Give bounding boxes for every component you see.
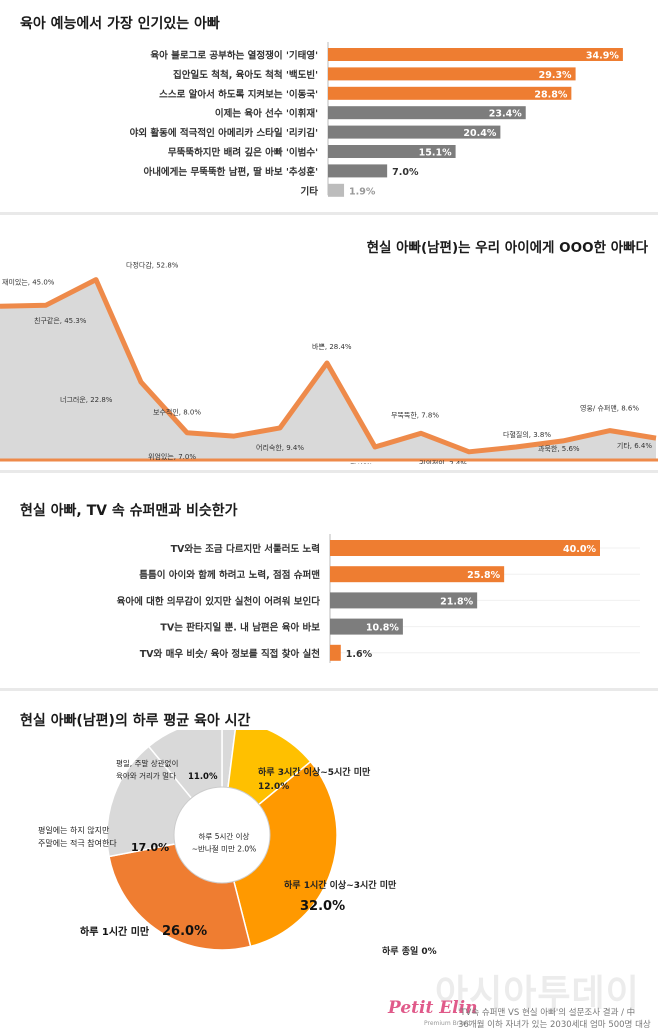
data-label: 권위적인, 2.4% <box>419 459 467 464</box>
bar-value-label: 15.1% <box>419 148 452 159</box>
bar <box>328 164 388 178</box>
bar-category-label: 아내에게는 무뚝뚝한 남편, 딸 바보 '추성훈' <box>143 166 318 178</box>
bar-category-label: 기타 <box>301 185 319 197</box>
bar <box>328 48 623 61</box>
bar <box>328 145 456 158</box>
data-label: 보수적인, 8.0% <box>153 408 201 417</box>
source-note-1: 'TV속 슈퍼맨 VS 현실 아빠'의 설문조사 결과 / 中 <box>458 1008 636 1018</box>
bar-value-label: 7.0% <box>392 167 419 178</box>
bar-category-label: 집안일도 척척, 육아도 척척 '백도빈' <box>173 69 318 81</box>
pie-label: 하루 1시간 미만 <box>80 925 150 938</box>
bar-category-label: 육아에 대한 의무감이 있지만 실천이 어려워 보인다 <box>117 595 321 607</box>
pie-label: 하루 종일 0% <box>382 945 437 957</box>
bar <box>328 67 576 81</box>
data-label: 바쁜, 28.4% <box>312 342 352 351</box>
area-fill <box>0 279 656 460</box>
chart2-svg: 재미있는, 45.0% 친구같은, 45.3% 다정다감, 52.8% 너그러운, 2… <box>0 261 658 464</box>
bar-category-label: TV는 판타지일 뿐. 내 남편은 육아 바보 <box>160 622 320 634</box>
data-label: 다정다감, 52.8% <box>126 261 179 270</box>
pie-label: 육아와 거리가 멀다 <box>116 771 176 781</box>
chart1-svg: 육아 블로그로 공부하는 열정쟁이 '기태영' 34.9% 집안일도 척척, 육아도… <box>130 42 623 197</box>
bar-category-label: TV와는 조금 다르지만 서툴러도 노력 <box>171 543 320 555</box>
data-label: 기타, 6.4% <box>617 441 652 450</box>
data-label: 위엄있는, 7.0% <box>148 453 196 461</box>
bar <box>330 618 403 635</box>
pie-label: 12.0% <box>258 782 289 792</box>
section-divider <box>0 212 658 215</box>
bar <box>330 540 600 556</box>
pie-label: 하루 1시간 이상~3시간 미만 <box>284 879 397 891</box>
bar-value-label: 28.8% <box>534 89 567 100</box>
chart1-title: 육아 예능에서 가장 인기있는 아빠 <box>20 16 220 32</box>
chart2-title: 현실 아빠(남편)는 우리 아이에게 OOO한 아빠다 <box>366 240 648 256</box>
bar-value-label: 29.3% <box>539 70 572 81</box>
bar <box>330 566 505 583</box>
pie-center <box>173 786 271 884</box>
watermark: 아시아투데이 <box>435 973 640 1014</box>
bar-category-label: 무뚝뚝하지만 배려 깊은 아빠 '이범수' <box>168 147 318 159</box>
bar-category-label: TV와 매우 비슷/ 육아 정보를 직접 찾아 실천 <box>140 648 320 660</box>
data-label: 너그러운, 22.8% <box>60 395 113 404</box>
bar <box>328 183 345 197</box>
data-label: 어리숙한, 9.4% <box>256 443 304 452</box>
data-label: 관심없는, 3.8% <box>350 462 398 464</box>
pie-label: 하루 5시간 이상 <box>199 831 250 841</box>
area-line <box>0 277 657 455</box>
pie-label: 주말에는 적극 참여한다 <box>38 838 117 848</box>
pie-value: 32.0% <box>300 899 345 914</box>
pie-label: 하루 3시간 이상~5시간 미만 <box>258 766 371 778</box>
bar <box>328 125 501 139</box>
brand-logo: Petit Elin <box>388 998 478 1018</box>
bar <box>328 106 526 120</box>
bar-category-label: 야외 활동에 적극적인 아메리카 스타일 '리키김' <box>130 127 318 139</box>
data-label: 다혈질의, 3.8% <box>503 430 551 439</box>
bar-value-label: 1.9% <box>349 186 376 197</box>
data-label: 무뚝뚝한, 7.8% <box>391 411 439 419</box>
pie-slice <box>221 760 338 948</box>
pie-label: 평일에는 하지 않지만 <box>38 825 110 835</box>
data-label: 과묵한, 5.6% <box>538 444 580 453</box>
data-label: 재미있는, 45.0% <box>2 277 55 286</box>
bar-value-label: 40.0% <box>563 544 596 555</box>
pie-value: 17.0% <box>131 841 169 854</box>
pie-value: 26.0% <box>162 924 207 939</box>
chart4-title: 현실 아빠(남편)의 하루 평균 육아 시간 <box>20 713 251 729</box>
bar-value-label: 1.6% <box>346 649 373 660</box>
data-label: 친구같은, 45.3% <box>34 316 87 325</box>
chart3-title: 현실 아빠, TV 속 슈퍼맨과 비슷한가 <box>20 503 238 519</box>
bar-value-label: 34.9% <box>586 51 619 62</box>
pie-value: 11.0% <box>188 772 218 782</box>
chart4-svg: 하루 5시간 이상 ~반나절 미만 2.0% 하루 3시간 이상~5시간 미만 12.… <box>38 730 437 957</box>
data-label: 영웅/ 슈퍼맨, 8.6% <box>580 404 639 413</box>
pie-label: ~반나절 미만 2.0% <box>192 845 257 854</box>
source-note-2: 36개월 이하 자녀가 있는 2030세대 엄마 500명 대상 <box>458 1020 651 1030</box>
bar <box>330 644 341 661</box>
bar-category-label: 틈틈이 아이와 함께 하려고 노력, 점점 슈퍼맨 <box>139 569 320 581</box>
bar <box>328 86 572 100</box>
section-divider <box>0 688 658 691</box>
pie-label: 평일, 주말 상관없이 <box>116 758 178 768</box>
section-divider <box>0 470 658 473</box>
bar-value-label: 10.8% <box>366 623 399 634</box>
bar-category-label: 스스로 알아서 하도록 지켜보는 '이동국' <box>159 88 318 100</box>
bar <box>330 592 478 609</box>
bar-value-label: 25.8% <box>467 570 500 581</box>
bar-category-label: 이제는 육아 선수 '이휘재' <box>215 108 318 120</box>
chart3-svg: TV와는 조금 다르지만 서툴러도 노력 40.0% 틈틈이 아이와 함께 하려고 … <box>117 534 640 663</box>
bar-value-label: 21.8% <box>440 596 473 607</box>
brand-sub: Premium Brand <box>424 1020 471 1027</box>
bar-value-label: 20.4% <box>463 128 496 139</box>
bar-category-label: 육아 블로그로 공부하는 열정쟁이 '기태영' <box>150 50 318 62</box>
bar-value-label: 23.4% <box>489 109 522 120</box>
